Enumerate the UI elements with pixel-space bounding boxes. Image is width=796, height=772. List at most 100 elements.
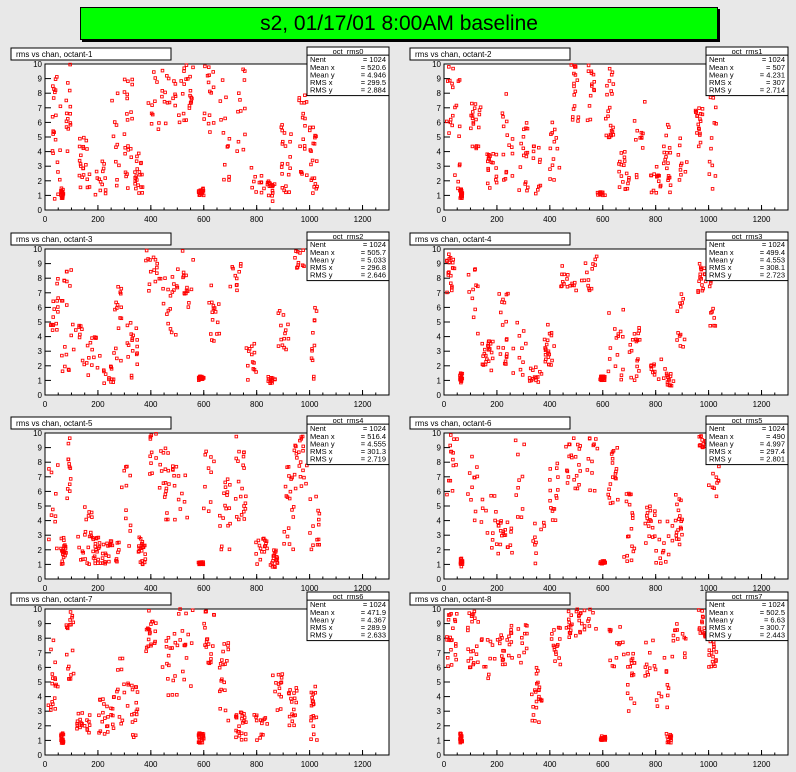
data-point bbox=[58, 104, 63, 109]
data-point bbox=[276, 344, 281, 348]
y-tick-label: 5 bbox=[38, 678, 43, 687]
data-point bbox=[236, 109, 240, 114]
data-point bbox=[297, 464, 302, 468]
data-point bbox=[637, 369, 641, 373]
data-point bbox=[241, 147, 246, 152]
stats-value: = 301.3 bbox=[361, 447, 386, 456]
data-point bbox=[486, 166, 490, 171]
data-point bbox=[499, 519, 503, 523]
data-point bbox=[68, 104, 73, 109]
data-point bbox=[297, 98, 301, 103]
data-point bbox=[466, 272, 471, 277]
data-point bbox=[146, 637, 151, 642]
data-point bbox=[251, 367, 256, 371]
data-point bbox=[203, 64, 207, 69]
data-point bbox=[554, 496, 559, 500]
data-point bbox=[86, 373, 91, 377]
data-point bbox=[259, 174, 264, 178]
data-point bbox=[311, 543, 315, 547]
data-point bbox=[234, 713, 239, 717]
data-point bbox=[632, 546, 637, 551]
data-point bbox=[522, 442, 526, 447]
data-point bbox=[116, 550, 120, 555]
data-point bbox=[680, 301, 684, 305]
stats-key: RMS x bbox=[709, 78, 732, 87]
data-point bbox=[665, 693, 670, 698]
data-point bbox=[450, 123, 454, 128]
data-point bbox=[619, 373, 624, 377]
data-point bbox=[301, 111, 305, 116]
data-point bbox=[311, 732, 316, 737]
stats-key: RMS x bbox=[709, 623, 732, 632]
data-point bbox=[66, 666, 70, 671]
stats-value: = 499.4 bbox=[760, 248, 785, 257]
data-point bbox=[534, 540, 538, 545]
data-point bbox=[288, 155, 292, 159]
y-tick-label: 7 bbox=[437, 104, 442, 113]
stats-value: = 520.6 bbox=[361, 63, 386, 72]
data-point bbox=[279, 676, 284, 680]
data-point bbox=[449, 638, 453, 643]
data-point bbox=[711, 642, 716, 647]
y-tick-label: 0 bbox=[38, 575, 43, 584]
data-point bbox=[520, 346, 524, 350]
data-point bbox=[301, 444, 305, 449]
data-point bbox=[62, 544, 66, 548]
data-point bbox=[509, 526, 514, 531]
data-point bbox=[149, 122, 154, 126]
data-point bbox=[163, 481, 168, 485]
x-tick-label: 1200 bbox=[753, 215, 771, 224]
data-point bbox=[496, 345, 501, 350]
data-point bbox=[140, 185, 145, 189]
data-point bbox=[716, 479, 721, 483]
data-point bbox=[626, 181, 630, 186]
data-point bbox=[52, 307, 56, 311]
data-point bbox=[711, 306, 715, 311]
data-point bbox=[538, 183, 543, 188]
data-point bbox=[166, 468, 171, 473]
data-point bbox=[470, 296, 475, 301]
data-point bbox=[85, 727, 89, 731]
data-point bbox=[52, 696, 57, 700]
data-point bbox=[270, 199, 275, 203]
y-tick-label: 2 bbox=[437, 546, 442, 555]
data-point bbox=[490, 356, 495, 361]
data-point bbox=[314, 159, 319, 163]
data-point bbox=[150, 619, 155, 624]
data-point bbox=[135, 707, 140, 712]
data-point bbox=[447, 260, 452, 265]
data-point bbox=[58, 148, 62, 152]
data-point bbox=[98, 697, 102, 702]
data-point bbox=[254, 715, 258, 719]
stats-key: Mean x bbox=[310, 248, 335, 257]
data-point bbox=[558, 662, 563, 667]
data-point bbox=[661, 376, 666, 380]
data-point bbox=[149, 111, 154, 116]
data-point bbox=[608, 658, 612, 663]
data-point bbox=[458, 736, 463, 740]
data-point bbox=[551, 643, 556, 648]
data-point bbox=[161, 301, 166, 306]
data-point bbox=[586, 457, 591, 461]
data-point bbox=[180, 92, 185, 96]
data-point bbox=[50, 328, 55, 332]
data-point bbox=[492, 656, 497, 661]
data-point bbox=[105, 724, 110, 728]
data-point bbox=[280, 142, 285, 146]
data-point bbox=[102, 732, 107, 736]
data-point bbox=[616, 497, 620, 502]
data-point bbox=[471, 661, 476, 665]
data-point bbox=[469, 656, 473, 661]
data-point bbox=[458, 557, 463, 561]
data-point bbox=[122, 77, 127, 82]
data-point bbox=[79, 164, 83, 168]
data-point bbox=[635, 364, 639, 369]
data-point bbox=[97, 541, 102, 545]
data-point bbox=[294, 249, 298, 253]
data-point bbox=[607, 79, 612, 83]
data-point bbox=[273, 565, 277, 569]
data-point bbox=[139, 549, 144, 553]
data-point bbox=[51, 323, 56, 327]
data-point bbox=[700, 614, 705, 619]
data-point bbox=[243, 69, 247, 73]
